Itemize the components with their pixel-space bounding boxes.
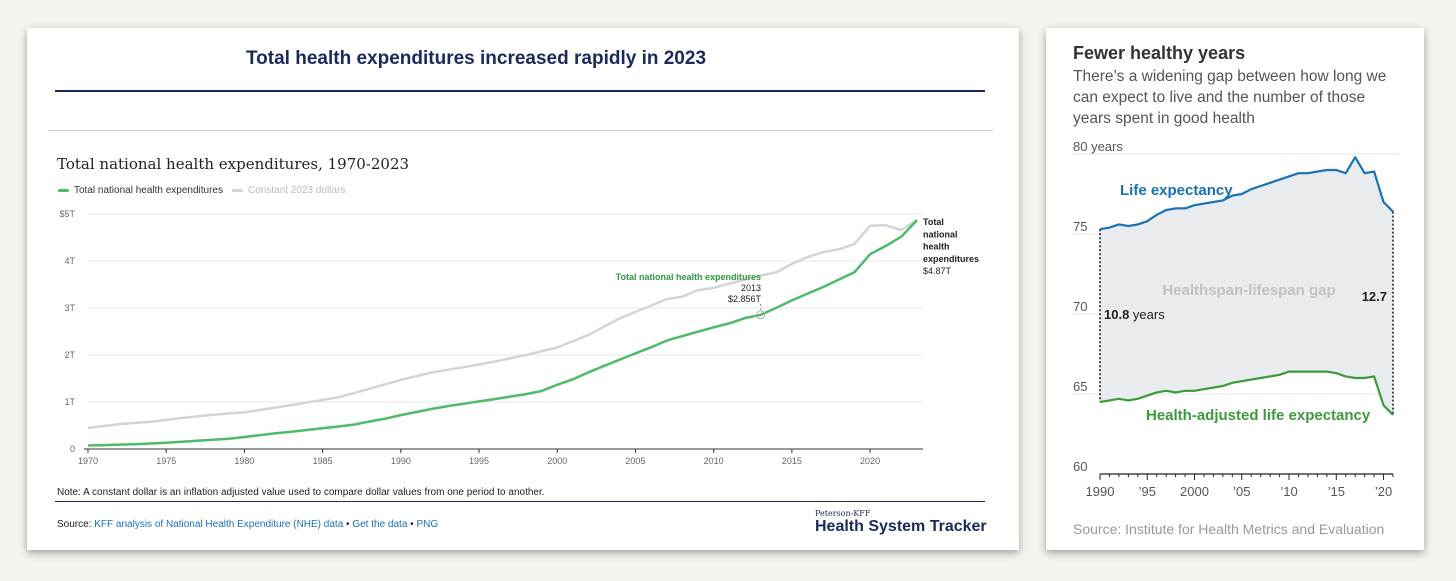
y-tick-label: 0 [70, 444, 75, 454]
source-rule [55, 501, 985, 502]
legend-swatch-constant [232, 189, 243, 192]
legend-label-nominal: Total national health expenditures [74, 185, 223, 196]
chart-note: Note: A constant dollar is an inflation … [57, 487, 545, 498]
x-tick-label: 1985 [313, 456, 333, 466]
end-label-value: $4.87T [923, 266, 952, 276]
x-tick-label: 2015 [782, 456, 802, 466]
separator-rule [48, 130, 993, 131]
y-tick-label: 60 [1073, 459, 1087, 474]
x-tick-label: 1995 [469, 456, 489, 466]
x-tick-label: 2000 [1180, 484, 1209, 499]
end-label-line: expenditures [923, 254, 979, 264]
x-tick-label: 1970 [78, 456, 98, 466]
annotation-point-marker [756, 310, 766, 320]
legend-item-nominal[interactable]: Total national health expenditures [58, 185, 223, 196]
x-tick-label: ’10 [1280, 484, 1297, 499]
legend-item-constant[interactable]: Constant 2023 dollars [232, 185, 345, 196]
x-tick-label: ’05 [1233, 484, 1250, 499]
right-source: Source: Institute for Health Metrics and… [1073, 521, 1385, 537]
healthy-years-chart: 60 65 70 75 80 years Healthspan-lifespan gap L… [1073, 139, 1399, 499]
gap-label: Healthspan-lifespan gap [1162, 282, 1335, 299]
gap-start-unit: years [1129, 307, 1165, 322]
x-tick-label: ’95 [1139, 484, 1156, 499]
legend-swatch-nominal [58, 189, 69, 192]
end-label-line: Total [923, 217, 944, 227]
y-tick-label: 3T [64, 303, 75, 313]
annotation-year: 2013 [741, 283, 761, 293]
expenditures-chart: 0 1T 2T 3T 4T $5T 1970 1975 1980 1985 1990 1995 2000… [59, 209, 979, 466]
series-constant-dollars-line [87, 219, 918, 430]
x-tick-label: ’15 [1328, 484, 1345, 499]
x-tick-label: 1990 [1086, 484, 1115, 499]
gap-start-value: 10.8 years [1104, 307, 1165, 322]
source-separator: • [410, 519, 414, 530]
y-tick-label: 70 [1073, 299, 1087, 314]
x-tick-label: 2000 [547, 456, 567, 466]
right-subtitle: There’s a widening gap between how long … [1073, 68, 1387, 127]
health-expenditures-card: Total health expenditures increased rapi… [27, 28, 1019, 550]
x-tick-label: 1975 [156, 456, 176, 466]
gap-start-number: 10.8 [1104, 307, 1129, 322]
x-tick-label: 2020 [860, 456, 880, 466]
healthy-years-card: Fewer healthy years There’s a widening g… [1046, 28, 1424, 550]
png-link[interactable]: PNG [416, 519, 439, 530]
y-tick-label: 1T [64, 397, 75, 407]
series-health-adjusted-line [1099, 370, 1394, 416]
source-line: Source: KFF analysis of National Health … [57, 519, 438, 530]
y-tick-label: 65 [1073, 379, 1087, 394]
y-tick-label: 75 [1073, 219, 1087, 234]
series-life-expectancy-line [1099, 156, 1394, 231]
source-separator: • [346, 519, 350, 530]
life-expectancy-label: Life expectancy [1120, 182, 1233, 199]
series-total-expenditures-line [87, 219, 918, 447]
y-tick-label: 80 years [1073, 139, 1123, 154]
right-title: Fewer healthy years [1073, 43, 1246, 63]
legend-label-constant: Constant 2023 dollars [248, 185, 346, 196]
end-label-line: health [923, 242, 950, 252]
x-tick-label: ’20 [1375, 484, 1392, 499]
title-rule [55, 90, 985, 92]
annotation-value: $2.856T [728, 294, 762, 304]
chart-title: Total national health expenditures, 1970… [57, 155, 410, 173]
get-data-link[interactable]: Get the data [352, 519, 408, 530]
main-title: Total health expenditures increased rapi… [245, 48, 707, 69]
x-tick-label: 2010 [704, 456, 724, 466]
gap-area [1100, 157, 1393, 415]
x-tick-label: 1980 [234, 456, 254, 466]
x-tick-label: 1990 [391, 456, 411, 466]
gap-end-value: 12.7 [1362, 289, 1387, 304]
x-tick-label: 2005 [625, 456, 645, 466]
source-prefix: Source: [57, 519, 92, 530]
annotation-label: Total national health expenditures [616, 272, 761, 282]
brand-subtitle: Peterson-KFF [815, 509, 871, 518]
y-tick-label: 4T [64, 256, 75, 266]
end-label-line: national [923, 229, 958, 239]
brand-logo[interactable]: Health System Tracker [815, 518, 987, 535]
nhe-data-link[interactable]: KFF analysis of National Health Expendit… [94, 519, 344, 530]
health-adjusted-label: Health-adjusted life expectancy [1146, 407, 1371, 424]
y-tick-label: 2T [64, 350, 75, 360]
y-tick-label: $5T [59, 209, 75, 219]
